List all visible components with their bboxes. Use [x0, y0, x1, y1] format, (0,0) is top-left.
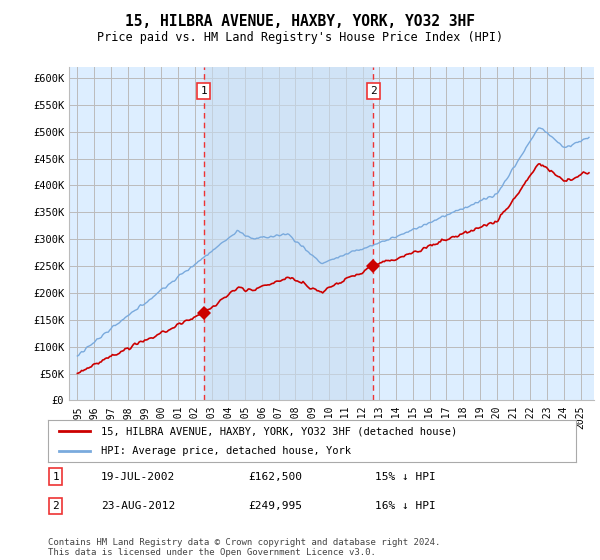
Text: 2: 2 [53, 501, 59, 511]
Text: £249,995: £249,995 [248, 501, 302, 511]
Text: 2: 2 [370, 86, 377, 96]
Text: Price paid vs. HM Land Registry's House Price Index (HPI): Price paid vs. HM Land Registry's House … [97, 31, 503, 44]
Text: 15, HILBRA AVENUE, HAXBY, YORK, YO32 3HF: 15, HILBRA AVENUE, HAXBY, YORK, YO32 3HF [125, 14, 475, 29]
Text: £162,500: £162,500 [248, 472, 302, 482]
Text: Contains HM Land Registry data © Crown copyright and database right 2024.
This d: Contains HM Land Registry data © Crown c… [48, 538, 440, 557]
Text: 19-JUL-2002: 19-JUL-2002 [101, 472, 175, 482]
Bar [204, 67, 373, 400]
Text: 16% ↓ HPI: 16% ↓ HPI [376, 501, 436, 511]
Text: 1: 1 [200, 86, 207, 96]
Text: 15, HILBRA AVENUE, HAXBY, YORK, YO32 3HF (detached house): 15, HILBRA AVENUE, HAXBY, YORK, YO32 3HF… [101, 426, 457, 436]
Text: HPI: Average price, detached house, York: HPI: Average price, detached house, York [101, 446, 351, 456]
Text: 23-AUG-2012: 23-AUG-2012 [101, 501, 175, 511]
Text: 1: 1 [53, 472, 59, 482]
Text: 15% ↓ HPI: 15% ↓ HPI [376, 472, 436, 482]
